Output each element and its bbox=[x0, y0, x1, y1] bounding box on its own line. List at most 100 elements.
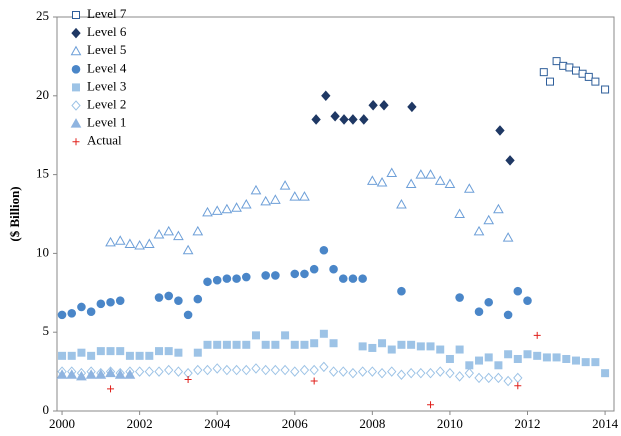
point bbox=[135, 351, 144, 360]
point bbox=[106, 347, 115, 356]
point bbox=[56, 369, 68, 379]
point bbox=[330, 111, 340, 122]
point bbox=[348, 114, 358, 125]
point bbox=[174, 296, 183, 305]
point bbox=[164, 291, 174, 301]
point bbox=[366, 175, 378, 185]
point bbox=[261, 271, 270, 280]
point bbox=[348, 274, 358, 283]
point bbox=[300, 269, 309, 279]
point bbox=[115, 296, 125, 305]
point bbox=[153, 228, 165, 239]
point bbox=[290, 366, 300, 377]
point bbox=[311, 114, 321, 125]
point bbox=[105, 367, 116, 378]
y-tick-label: 15 bbox=[36, 166, 49, 181]
point bbox=[427, 401, 435, 409]
point bbox=[213, 340, 222, 349]
point bbox=[319, 329, 328, 338]
point bbox=[565, 63, 574, 72]
point bbox=[436, 345, 445, 354]
point bbox=[241, 364, 251, 376]
point bbox=[378, 339, 387, 348]
point bbox=[339, 114, 349, 125]
legend-marker bbox=[71, 65, 81, 74]
plot-frame bbox=[56, 16, 615, 412]
point bbox=[505, 155, 515, 166]
legend-label: Level 5 bbox=[87, 42, 126, 57]
point bbox=[76, 370, 87, 381]
point bbox=[484, 297, 494, 307]
point bbox=[231, 202, 242, 212]
point bbox=[66, 369, 78, 379]
point bbox=[358, 342, 367, 351]
point bbox=[193, 294, 203, 304]
legend-label: Level 7 bbox=[87, 6, 127, 21]
point bbox=[338, 366, 348, 377]
point bbox=[203, 277, 212, 287]
point bbox=[173, 230, 184, 241]
point bbox=[87, 351, 96, 360]
point bbox=[601, 85, 610, 94]
x-tick-label: 2008 bbox=[359, 416, 385, 431]
point bbox=[270, 364, 281, 376]
point bbox=[545, 77, 554, 86]
point bbox=[271, 340, 280, 349]
point bbox=[143, 238, 155, 248]
point bbox=[386, 167, 398, 178]
point bbox=[533, 351, 542, 360]
point bbox=[425, 367, 436, 379]
point bbox=[329, 264, 338, 274]
point bbox=[493, 372, 504, 384]
point bbox=[232, 274, 241, 283]
point bbox=[193, 364, 203, 376]
point bbox=[396, 199, 407, 209]
point bbox=[173, 366, 184, 377]
point bbox=[231, 364, 242, 376]
x-tick-label: 2006 bbox=[282, 416, 309, 431]
legend-marker bbox=[72, 11, 80, 19]
point bbox=[174, 348, 183, 357]
point bbox=[494, 361, 503, 370]
point bbox=[368, 343, 377, 352]
point bbox=[387, 366, 397, 377]
point bbox=[58, 351, 67, 360]
point bbox=[405, 178, 417, 189]
point bbox=[542, 353, 551, 362]
point bbox=[222, 274, 232, 283]
point bbox=[591, 77, 600, 86]
point bbox=[407, 340, 416, 349]
point bbox=[145, 351, 154, 360]
point bbox=[261, 364, 271, 376]
point bbox=[455, 293, 464, 302]
point bbox=[250, 184, 262, 195]
legend-marker bbox=[70, 118, 82, 128]
point bbox=[425, 169, 436, 179]
point bbox=[114, 235, 126, 245]
point bbox=[601, 369, 610, 378]
point bbox=[416, 342, 425, 351]
point bbox=[503, 375, 513, 387]
point bbox=[513, 354, 522, 363]
point bbox=[309, 264, 319, 274]
point bbox=[212, 275, 222, 285]
y-axis-label: ($ Billion) bbox=[7, 186, 22, 241]
legend-marker bbox=[72, 83, 80, 92]
point bbox=[502, 232, 514, 242]
point bbox=[581, 358, 590, 367]
point bbox=[329, 339, 338, 348]
point bbox=[116, 347, 125, 356]
point bbox=[96, 299, 106, 309]
point bbox=[241, 272, 251, 282]
point bbox=[260, 195, 272, 206]
x-tick-label: 2014 bbox=[592, 416, 619, 431]
point bbox=[454, 371, 465, 382]
point bbox=[134, 240, 145, 250]
point bbox=[261, 340, 270, 349]
legend-marker bbox=[72, 138, 80, 146]
legend-marker bbox=[71, 100, 81, 111]
x-tick-label: 2010 bbox=[437, 416, 463, 431]
point bbox=[523, 296, 532, 305]
point bbox=[357, 366, 368, 377]
point bbox=[232, 340, 241, 349]
